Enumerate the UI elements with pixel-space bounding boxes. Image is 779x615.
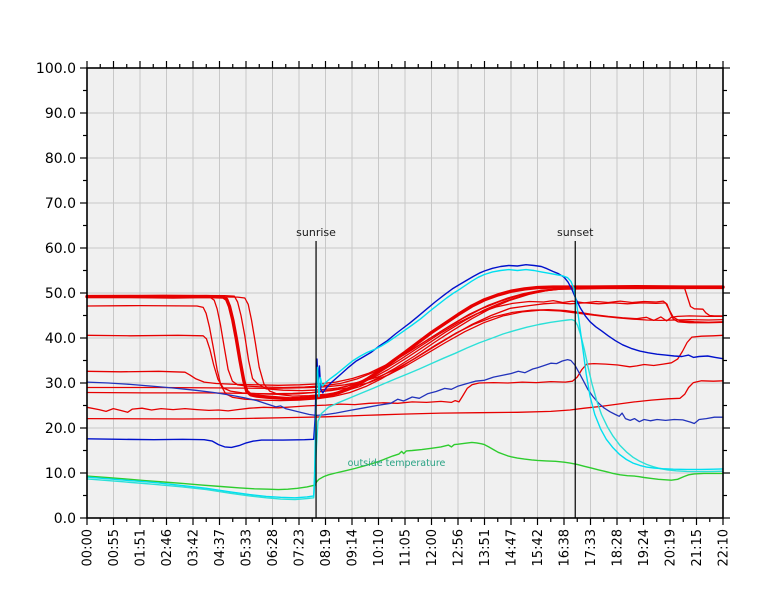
x-axis-labels: 00:00 00:55 01:51 02:46 03:42 04:37 05:33 06:28… bbox=[81, 529, 732, 566]
series-lines bbox=[85, 264, 725, 501]
series-green-outside bbox=[86, 441, 724, 491]
series-blue-mid bbox=[86, 358, 724, 425]
series-red-47 bbox=[86, 304, 724, 402]
x-tick-label: 08:19 bbox=[319, 529, 334, 566]
axis-ticks bbox=[80, 61, 730, 525]
x-tick-label: 07:23 bbox=[293, 529, 308, 566]
x-tick-label: 01:51 bbox=[134, 529, 149, 566]
x-tick-label: 22:10 bbox=[717, 529, 732, 566]
y-tick-label: 20.0 bbox=[45, 421, 76, 437]
y-axis-labels: 100.0 90.0 80.0 70.0 60.0 50.0 40.0 30.0 20.0 10.… bbox=[36, 61, 76, 527]
x-tick-label: 21:15 bbox=[690, 529, 705, 566]
series-cyan-day bbox=[86, 268, 724, 499]
x-tick-label: 10:10 bbox=[372, 529, 387, 566]
y-tick-label: 40.0 bbox=[45, 331, 76, 347]
x-tick-label: 20:19 bbox=[664, 529, 679, 566]
y-tick-label: 50.0 bbox=[45, 286, 76, 302]
x-tick-label: 06:28 bbox=[266, 529, 281, 566]
x-tick-label: 17:33 bbox=[584, 529, 599, 566]
y-tick-label: 0.0 bbox=[54, 511, 76, 527]
x-tick-label: 04:37 bbox=[213, 529, 228, 566]
x-tick-label: 02:46 bbox=[160, 529, 175, 566]
x-tick-label: 03:42 bbox=[187, 529, 202, 566]
x-tick-label: 13:51 bbox=[478, 529, 493, 566]
x-tick-label: 15:42 bbox=[531, 529, 546, 566]
y-tick-label: 60.0 bbox=[45, 241, 76, 257]
x-tick-label: 11:05 bbox=[399, 529, 414, 566]
series-red-a bbox=[86, 334, 724, 413]
x-tick-label: 00:55 bbox=[107, 529, 122, 566]
outside-temperature-label: outside temperature bbox=[348, 458, 446, 469]
gridlines bbox=[87, 68, 723, 518]
y-tick-label: 10.0 bbox=[45, 466, 76, 482]
x-tick-label: 00:00 bbox=[81, 529, 96, 566]
series-blue-day bbox=[86, 264, 724, 449]
x-tick-label: 12:00 bbox=[425, 529, 440, 566]
x-tick-label: 19:24 bbox=[637, 529, 652, 566]
x-tick-label: 14:47 bbox=[505, 529, 520, 566]
series-red-thick bbox=[85, 285, 725, 401]
y-tick-label: 80.0 bbox=[45, 151, 76, 167]
x-tick-label: 12:56 bbox=[452, 529, 467, 566]
plot-border bbox=[86, 67, 724, 519]
y-tick-label: 100.0 bbox=[36, 61, 76, 77]
sunrise-label: sunrise bbox=[296, 226, 336, 239]
series-red-b bbox=[86, 380, 724, 420]
series-red-49a bbox=[86, 287, 724, 389]
y-tick-label: 90.0 bbox=[45, 106, 76, 122]
sunset-label: sunset bbox=[557, 226, 594, 239]
y-tick-label: 70.0 bbox=[45, 196, 76, 212]
series-red-32 bbox=[86, 287, 724, 386]
y-tick-label: 30.0 bbox=[45, 376, 76, 392]
x-tick-label: 18:28 bbox=[611, 529, 626, 566]
x-tick-label: 05:33 bbox=[240, 529, 255, 566]
series-cyan-slow bbox=[86, 318, 724, 501]
x-tick-label: 09:14 bbox=[346, 529, 361, 566]
x-tick-label: 16:38 bbox=[558, 529, 573, 566]
